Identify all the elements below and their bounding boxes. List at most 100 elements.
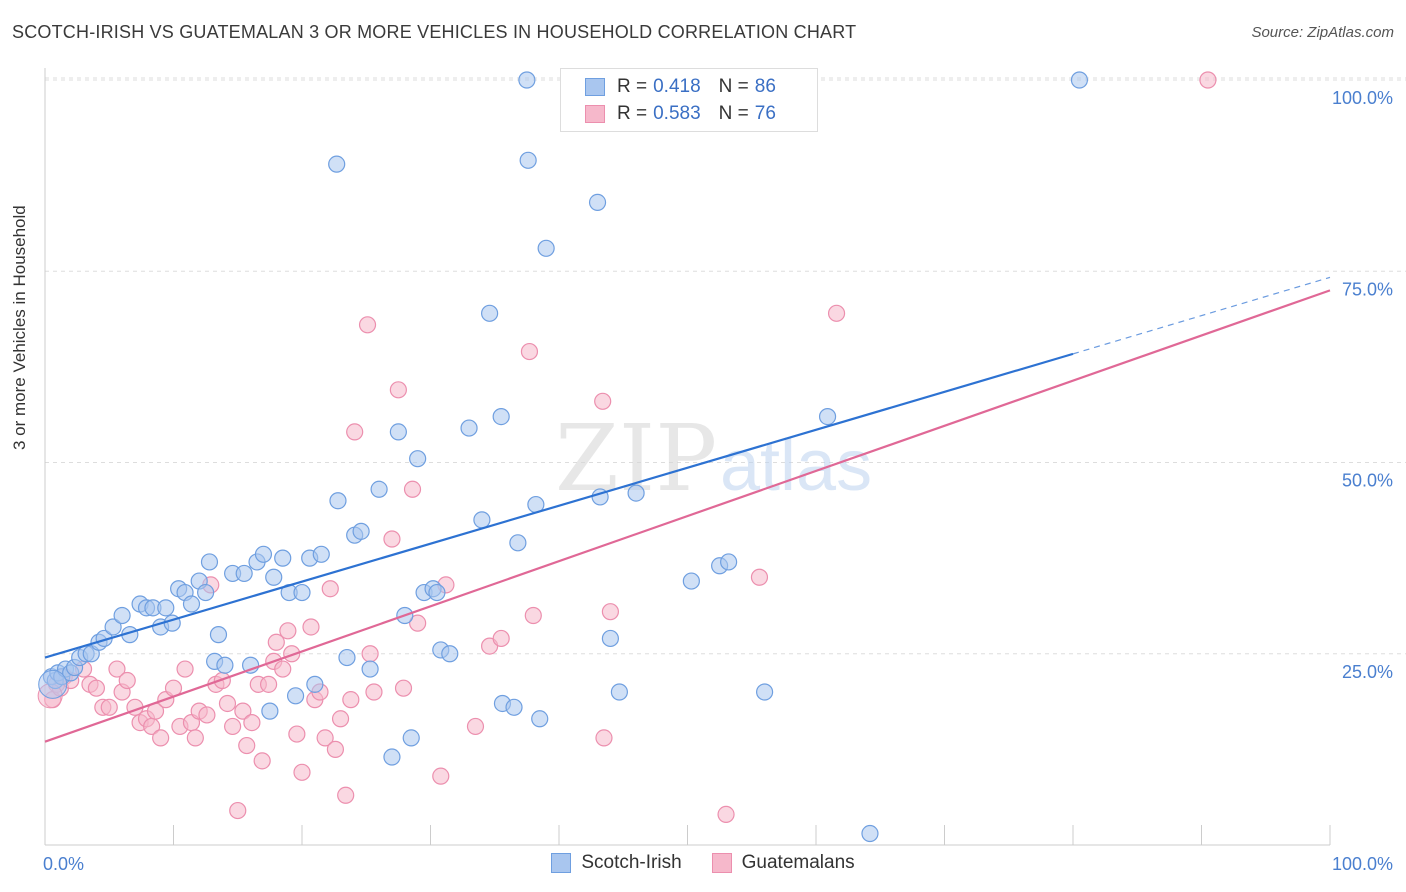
data-point [176, 660, 194, 678]
data-point [261, 702, 279, 720]
data-point [520, 342, 539, 361]
chart-title: SCOTCH-IRISH VS GUATEMALAN 3 OR MORE VEH… [12, 22, 857, 42]
data-point [108, 660, 126, 678]
data-point [209, 626, 228, 644]
data-point [403, 480, 422, 498]
grid-lines [45, 77, 1406, 655]
trend-line-scotch-irish [44, 352, 1074, 659]
data-point [312, 545, 330, 563]
data-point [218, 694, 237, 713]
data-point [118, 671, 136, 690]
data-point [610, 683, 628, 701]
data-point [682, 572, 700, 590]
data-point [428, 583, 446, 602]
axes [44, 68, 1331, 846]
data-point [755, 683, 774, 701]
y-tick-label-25: 25.0% [1342, 662, 1393, 682]
data-point [198, 706, 216, 724]
data-point [321, 580, 339, 598]
data-point [720, 553, 738, 571]
data-point [409, 450, 427, 468]
data-point [432, 767, 450, 785]
data-point [253, 752, 271, 770]
data-point [717, 805, 735, 824]
r-value-guatemalans: 0.583 [653, 103, 701, 124]
data-point [383, 530, 401, 548]
n-value-guatemalans: 76 [754, 103, 776, 124]
data-point [1070, 71, 1089, 89]
data-point [505, 698, 523, 716]
data-point [235, 564, 253, 583]
data-point [254, 545, 273, 563]
data-point [1199, 71, 1217, 89]
legend-item-guatemalans[interactable]: Guatemalans [711, 852, 855, 874]
data-point [113, 606, 131, 625]
trend-line-scotch-irish-extension [1072, 276, 1331, 355]
data-point [492, 629, 510, 648]
n-value-scotch-irish: 86 [754, 76, 776, 97]
y-tick-label-100: 100.0% [1332, 88, 1393, 108]
data-point [441, 645, 459, 663]
pink-swatch [711, 853, 732, 873]
data-point [243, 713, 261, 732]
trend-line-guatemalans [44, 289, 1331, 743]
x-tick-label-0: 0.0% [43, 854, 84, 874]
blue-swatch [551, 853, 572, 873]
data-point [283, 645, 301, 663]
watermark-atlas: atlas [720, 426, 872, 506]
source-label: Source: ZipAtlas.com [1251, 24, 1394, 41]
data-point [509, 534, 527, 552]
watermark: ZIP atlas [555, 405, 872, 512]
data-point [302, 618, 320, 636]
data-point [601, 603, 620, 621]
data-point [87, 679, 106, 697]
data-point [601, 629, 620, 648]
y-tick-label-75: 75.0% [1342, 279, 1393, 299]
data-point [595, 729, 613, 747]
legend-row-scotch-irish: R = 0.418 N = 86 [585, 75, 794, 99]
legend-label-scotch-irish: Scotch-Irish [581, 852, 682, 873]
data-point [361, 660, 379, 678]
data-point [460, 419, 478, 437]
data-point [288, 725, 306, 743]
data-point [402, 729, 420, 747]
r-label: R = [617, 76, 648, 97]
series-guatemalans [37, 71, 1217, 824]
y-tick-label-50: 50.0% [1342, 471, 1393, 491]
data-point [157, 599, 175, 617]
data-point [329, 492, 347, 510]
data-point [537, 239, 555, 257]
data-point [306, 675, 324, 693]
data-point [328, 155, 346, 173]
tick-labels: 0.0% 100.0% 25.0% 50.0% 75.0% 100.0% [43, 88, 1393, 874]
data-point [358, 316, 377, 334]
data-point [342, 691, 360, 709]
stats-legend: R = 0.418 N = 86 R = 0.583 N = 76 [560, 68, 818, 132]
data-point [370, 480, 388, 498]
data-point [326, 740, 345, 758]
data-point [518, 71, 536, 89]
data-point [152, 729, 170, 747]
n-label: N = [718, 103, 749, 124]
data-point [481, 304, 499, 322]
data-point [827, 304, 846, 322]
data-point [466, 717, 485, 736]
data-point [293, 763, 311, 781]
legend-item-scotch-irish[interactable]: Scotch-Irish [551, 852, 682, 874]
data-point [492, 408, 510, 426]
data-point [197, 583, 215, 602]
data-point [229, 801, 247, 820]
data-point [100, 698, 118, 716]
data-point [186, 729, 204, 747]
data-point [361, 645, 379, 663]
data-point [338, 648, 356, 667]
data-point [238, 736, 256, 755]
data-point [473, 511, 491, 529]
data-point [274, 660, 292, 678]
legend-row-guatemalans: R = 0.583 N = 76 [585, 102, 794, 126]
data-point [337, 786, 355, 804]
legend-label-guatemalans: Guatemalans [741, 852, 855, 873]
data-point [383, 748, 401, 766]
data-point [104, 618, 122, 636]
